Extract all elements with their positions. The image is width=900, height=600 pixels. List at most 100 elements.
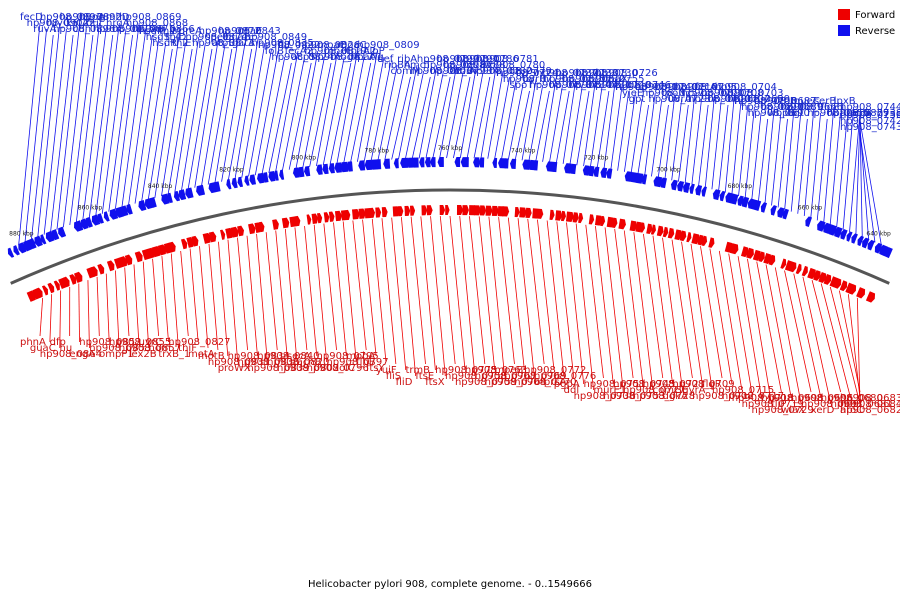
gene-label: ogt <box>787 108 803 119</box>
leader-line <box>275 230 288 357</box>
gene-label: hp908_0682 <box>840 405 900 416</box>
gene-label: hp908_0781 <box>476 54 538 65</box>
legend-forward-swatch <box>838 9 850 20</box>
leader-line <box>494 76 511 159</box>
reverse-gene-arrow <box>279 169 285 180</box>
forward-gene-arrow <box>618 218 626 230</box>
leader-line <box>744 106 755 198</box>
leader-line <box>537 219 555 371</box>
leader-line <box>829 112 841 226</box>
reverse-gene-arrow <box>737 195 744 207</box>
gene-label: hp908_0879 <box>827 108 889 119</box>
forward-gene-arrow <box>823 273 832 285</box>
gene-label: ftsX <box>425 377 444 388</box>
gene-label: gyrA <box>682 385 705 396</box>
forward-gene-arrow <box>272 219 279 230</box>
gene-label: hp908_0743 <box>840 122 900 133</box>
gene-label: atpB <box>212 38 235 49</box>
leader-line <box>829 286 861 405</box>
gene-label: mogA <box>331 52 360 63</box>
gene-label: hp908_0732 <box>562 74 624 85</box>
leader-line <box>684 92 696 184</box>
gene-label: fecA2 <box>285 46 313 57</box>
reverse-gene-arrow <box>149 197 157 208</box>
gene-label: hp908_0853 <box>89 343 151 354</box>
gene-label: hp908_0786 <box>457 54 519 65</box>
leader-line <box>18 22 41 246</box>
leader-line <box>261 56 286 175</box>
forward-gene-arrow <box>36 287 43 298</box>
reverse-gene-arrow <box>340 161 349 173</box>
gene-label: cdh <box>73 24 91 35</box>
reverse-gene-arrow <box>582 165 590 176</box>
gene-label: hp908_0681 <box>831 399 893 410</box>
reverse-gene-arrow <box>364 159 373 171</box>
leader-line <box>304 226 318 357</box>
forward-gene-arrow <box>439 205 446 216</box>
reverse-gene-arrow <box>879 244 889 257</box>
gene-label: hp908_0698 <box>761 393 823 404</box>
tick-label: 860 kbp <box>78 204 103 211</box>
forward-gene-arrow <box>818 272 827 283</box>
gene-label: gpt <box>629 94 646 105</box>
gene-label: pgpA <box>554 379 580 390</box>
gene-label: hsdM_2 <box>139 26 177 37</box>
reverse-gene-arrow <box>834 226 843 238</box>
gene-label: serB <box>814 96 836 107</box>
reverse-gene-arrow <box>196 184 206 196</box>
label-leaders <box>18 22 882 405</box>
forward-gene-arrow <box>588 214 595 225</box>
forward-gene-arrow <box>306 214 312 225</box>
leader-line <box>363 56 385 162</box>
gene-label: hp908_0769 <box>504 371 566 382</box>
gene-label: hp908_0819 <box>304 46 366 57</box>
forward-gene-arrow <box>462 205 469 216</box>
gene-label: mobA <box>346 351 375 362</box>
leader-line <box>114 22 140 210</box>
leader-line <box>595 226 614 385</box>
forward-gene-arrow <box>157 244 167 256</box>
gene-label: flhB <box>356 357 376 368</box>
reverse-gene-arrow <box>677 181 685 192</box>
gene-label: hp908_0706 <box>734 96 796 107</box>
forward-gene-arrow <box>90 266 98 277</box>
leader-line <box>357 50 378 162</box>
forward-gene-arrow <box>124 254 133 266</box>
reverse-gene-arrow <box>406 157 415 168</box>
reverse-gene-arrow <box>782 208 789 220</box>
leader-line <box>569 84 583 165</box>
leader-line <box>124 267 130 337</box>
forward-gene-arrow <box>225 227 234 239</box>
leader-line <box>49 294 53 343</box>
gene-label: prsA <box>544 377 567 388</box>
gene-label: hp908_0756 <box>840 110 900 121</box>
leader-line <box>652 235 674 385</box>
tick-label: 720 kbp <box>584 155 609 162</box>
gene-label: hp908_0753 <box>603 391 665 402</box>
reverse-gene-arrow <box>213 181 221 192</box>
gene-label: hp908_0827 <box>168 337 230 348</box>
leader-line <box>698 104 709 187</box>
reverse-gene-arrow <box>28 238 37 249</box>
gene-label: hp908_0824 <box>271 52 333 63</box>
reverse-gene-arrow <box>185 187 194 199</box>
leader-line <box>637 104 650 175</box>
gene-label: thiE <box>172 38 191 49</box>
leader-line <box>254 50 279 176</box>
forward-gene-arrow <box>525 207 532 218</box>
leader-line <box>294 227 308 351</box>
leader-line <box>603 78 616 169</box>
forward-gene-arrow <box>334 210 342 222</box>
legend-reverse-swatch <box>838 25 850 36</box>
gene-label: xerD <box>811 405 835 416</box>
reverse-gene-arrow <box>34 235 43 247</box>
gene-label: hp908_0716 <box>655 82 717 93</box>
forward-gene-arrow <box>134 251 143 263</box>
leader-line <box>542 78 557 162</box>
gene-label: hp908_0759 <box>455 377 517 388</box>
gene-label: flgR <box>702 379 722 390</box>
leader-line <box>82 28 107 221</box>
leader-line <box>170 253 179 349</box>
leader-line <box>487 70 504 159</box>
